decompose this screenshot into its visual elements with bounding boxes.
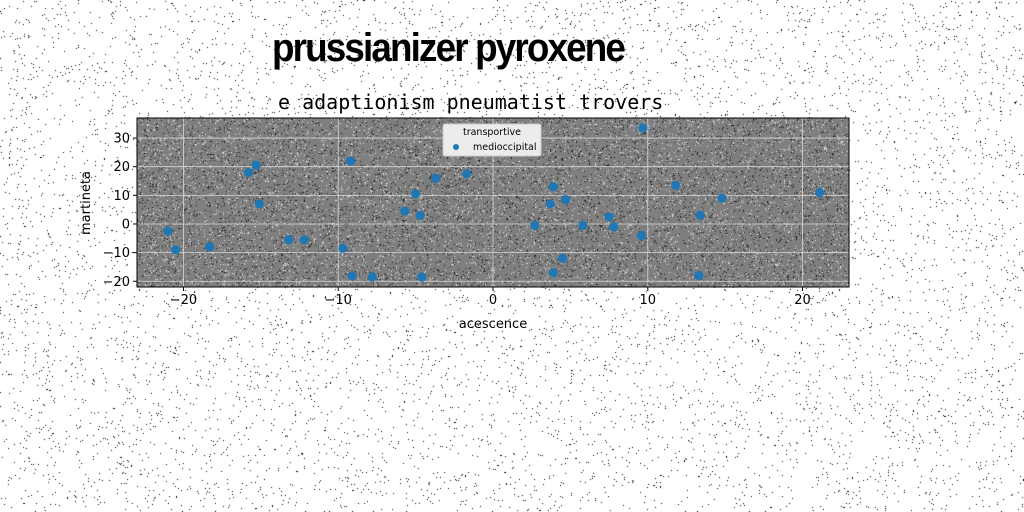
scatter-point (338, 243, 348, 253)
scatter-point (717, 193, 727, 203)
scatter-point (163, 226, 173, 236)
x-axis: −20 −10 0 10 20 (170, 287, 811, 308)
scatter-point (411, 189, 421, 199)
x-axis-label: acescence (459, 317, 527, 332)
x-tick-label: 10 (640, 293, 657, 308)
scatter-point (609, 222, 619, 232)
scatter-point (243, 167, 254, 178)
x-tick-label: −20 (170, 293, 197, 308)
legend-box (442, 123, 542, 157)
chart-title: e adaptionism pneumatist trovers (278, 90, 664, 114)
scatter-point (254, 199, 264, 209)
scatter-points (163, 123, 825, 282)
scatter-point (636, 230, 647, 241)
x-tick-label: 20 (794, 293, 811, 308)
legend-marker (453, 144, 459, 150)
legend-entry-label: medioccipital (473, 142, 537, 153)
scatter-point (671, 180, 681, 190)
y-axis: −20 −10 0 10 20 30 (103, 132, 137, 290)
y-tick-label: 30 (113, 132, 130, 147)
legend: transportive medioccipital (442, 123, 542, 157)
y-tick-label: 10 (113, 189, 130, 204)
scatter-point (417, 272, 427, 282)
x-tick-label: 0 (489, 293, 497, 308)
scatter-point (548, 268, 558, 278)
scatter-point (638, 123, 648, 133)
scatter-point (205, 242, 215, 252)
y-tick-label: 20 (113, 160, 130, 175)
y-tick-label: 0 (122, 217, 130, 232)
scatter-point (431, 173, 441, 183)
y-tick-label: −20 (103, 275, 130, 290)
scatter-point (530, 220, 540, 231)
scatter-point (462, 169, 472, 179)
legend-title: transportive (463, 127, 521, 138)
scatter-point (695, 210, 706, 220)
scatter-point (558, 253, 568, 263)
figure-suptitle: prussianizer pyroxene (272, 26, 626, 70)
scatter-point (694, 270, 704, 281)
scatter-point (400, 206, 410, 216)
scatter-point (561, 195, 571, 205)
scatter-point (284, 235, 294, 245)
scatter-point (604, 212, 614, 222)
scatter-point (548, 182, 558, 192)
y-axis-label: martineta (79, 171, 94, 235)
scatter-point (171, 245, 181, 255)
scatter-point (814, 187, 825, 198)
scatter-point (347, 270, 357, 281)
scatter-point (578, 220, 588, 231)
x-tick-label: −10 (324, 293, 351, 308)
scatter-point (251, 160, 261, 170)
scatter-point (415, 210, 425, 220)
scatter-point (367, 272, 377, 282)
scatter-point (299, 235, 309, 245)
y-tick-label: −10 (103, 246, 130, 261)
scatter-point (346, 156, 356, 166)
scatter-point (545, 199, 555, 209)
